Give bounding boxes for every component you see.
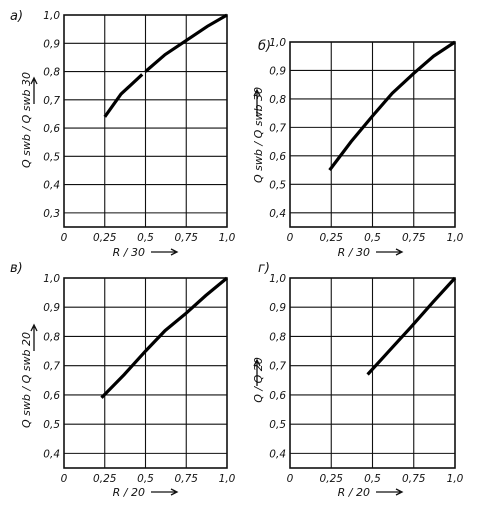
data-line <box>328 40 456 172</box>
y-tick-label: 0,9 <box>269 65 286 77</box>
data-line <box>100 276 229 399</box>
x-tick-label: 0,75 <box>402 232 426 244</box>
y-tick-label: 0,9 <box>43 302 60 314</box>
data-line <box>366 276 457 376</box>
y-tick-label: 0,8 <box>269 331 286 343</box>
x-axis-label: R / 20 <box>338 486 370 499</box>
y-tick-label: 0,6 <box>269 390 286 402</box>
y-tick-label: 1,0 <box>269 37 286 49</box>
x-tick-label: 0,75 <box>175 473 199 485</box>
chart-panel-3: 0,25 0,5 0,75 1,0 0 0,4 0,5 0,6 0,7 0,8 0,9 1,0 в) R … <box>10 261 236 499</box>
x-tick-label: 0,25 <box>320 232 344 244</box>
x-axis-arrow <box>151 248 179 256</box>
x-origin-label: 0 <box>287 473 294 485</box>
x-tick-label: 1,0 <box>447 473 464 485</box>
y-tick-label: 0,8 <box>43 331 60 343</box>
y-axis-arrow <box>253 358 261 386</box>
x-tick-label: 0,25 <box>93 232 117 244</box>
chart-panel-4: 0,25 0,5 0,75 1,000,40,50,60,70,80,91,0г)R … <box>252 261 464 499</box>
y-tick-label: 0,4 <box>43 448 60 460</box>
y-tick-label: 0,7 <box>269 361 286 373</box>
x-tick-label: 1,0 <box>219 232 236 244</box>
x-tick-label: 1,0 <box>219 473 236 485</box>
panel-letter: в) <box>10 261 23 276</box>
x-tick-label: 0,25 <box>320 473 344 485</box>
y-tick-label: 0,7 <box>43 361 60 373</box>
panel-letter: г) <box>258 261 270 276</box>
x-origin-label: 0 <box>61 232 68 244</box>
x-tick-label: 0,75 <box>402 473 426 485</box>
y-tick-label: 1,0 <box>43 10 60 22</box>
y-tick-label: 0,5 <box>43 419 60 431</box>
x-axis-label: R / 30 <box>338 246 370 259</box>
x-tick-label: 0,25 <box>93 473 117 485</box>
x-tick-label: 0,5 <box>364 473 381 485</box>
y-tick-label: 1,0 <box>43 273 60 285</box>
y-axis-arrow <box>30 76 38 104</box>
y-tick-label: 1,0 <box>269 273 286 285</box>
y-axis-arrow <box>30 323 38 351</box>
y-tick-label: 0,4 <box>269 208 286 220</box>
y-tick-label: 0,9 <box>43 38 60 50</box>
y-tick-label: 0,5 <box>269 419 286 431</box>
x-tick-label: 0,5 <box>137 232 154 244</box>
y-tick-label: 0,4 <box>43 180 60 192</box>
chart-panel-2: 0,25 0,5 0,75 1,000,40,50,60,70,80,91,0б)R … <box>252 37 464 259</box>
y-axis-label: Q / Q 20 <box>252 357 265 403</box>
y-tick-label: 0,7 <box>43 95 60 107</box>
y-tick-label: 0,7 <box>269 122 286 134</box>
x-axis-arrow <box>151 488 179 496</box>
panel-letter: а) <box>10 9 23 24</box>
panel-letter: б) <box>258 39 271 54</box>
y-axis-label: Q swb / Q swb 30 <box>252 87 265 183</box>
x-origin-label: 0 <box>287 232 294 244</box>
y-tick-label: 0,5 <box>43 151 60 163</box>
y-tick-label: 0,9 <box>269 302 286 314</box>
y-axis-label: Q swb / Q swb 20 <box>20 332 33 428</box>
x-tick-label: 1,0 <box>447 232 464 244</box>
y-tick-label: 0,6 <box>43 390 60 402</box>
y-tick-label: 0,8 <box>269 94 286 106</box>
y-axis-label: Q swb / Q swb 30 <box>20 72 33 168</box>
x-axis-label: R / 30 <box>113 246 145 259</box>
x-tick-label: 0,75 <box>175 232 199 244</box>
x-axis-arrow <box>376 248 404 256</box>
y-tick-label: 0,6 <box>43 123 60 135</box>
x-tick-label: 0,5 <box>364 232 381 244</box>
x-origin-label: 0 <box>61 473 68 485</box>
data-line <box>144 13 228 73</box>
y-tick-label: 0,4 <box>269 448 286 460</box>
x-axis-arrow <box>376 488 404 496</box>
x-tick-label: 0,5 <box>137 473 154 485</box>
y-tick-label: 0,8 <box>43 67 60 79</box>
y-tick-label: 0,5 <box>269 179 286 191</box>
chart-panel-1: 0,25 0,5 0,75 1,0 00,3 0,4 0,5 0,6 0,7 0,8 0,9 1,0 а… <box>10 9 236 259</box>
y-tick-label: 0,3 <box>43 208 60 220</box>
y-tick-label: 0,6 <box>269 151 286 163</box>
x-axis-label: R / 20 <box>113 486 145 499</box>
y-axis-arrow <box>253 88 261 116</box>
data-line <box>103 73 144 118</box>
